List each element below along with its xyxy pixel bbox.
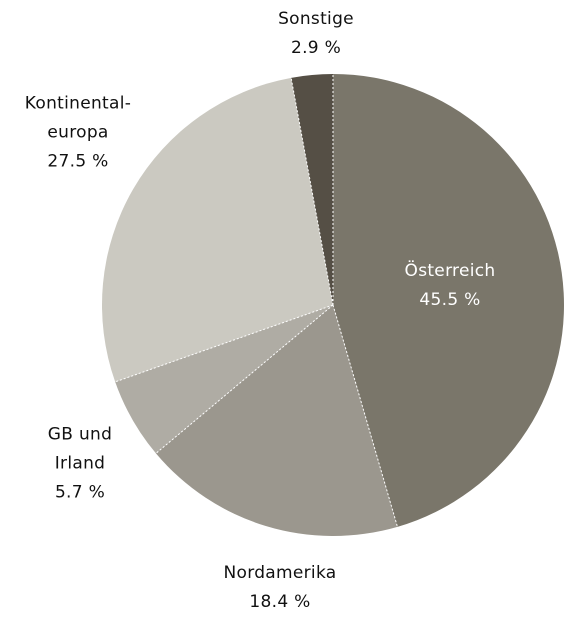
- pie-slice: [102, 77, 333, 382]
- category-label: Österreich: [404, 261, 496, 281]
- slice-label: Österreich 45.5 %: [405, 257, 496, 315]
- slice-separator: [115, 304, 334, 383]
- pie-slice: [115, 305, 333, 454]
- slice-label: Kontinental- europa 27.5 %: [25, 90, 131, 177]
- category-label: GB und Irland: [47, 424, 113, 474]
- value-label: 27.5 %: [47, 151, 109, 172]
- value-label: 2.9 %: [290, 38, 342, 58]
- category-label: Nordamerika: [223, 563, 337, 583]
- value-label: 18.4 %: [249, 592, 311, 612]
- category-label: Kontinental- europa: [24, 93, 132, 143]
- slice-label: Sonstige 2.9 %: [278, 5, 354, 63]
- slice-separator: [290, 77, 334, 306]
- pie-slice: [155, 305, 398, 536]
- value-label: 45.5 %: [419, 290, 481, 310]
- slice-label: GB und Irland 5.7 %: [48, 421, 112, 508]
- slice-separator: [332, 304, 398, 527]
- pie-slice: [333, 74, 564, 527]
- slice-label: Nordamerika 18.4 %: [223, 559, 336, 617]
- category-label: Sonstige: [278, 9, 354, 29]
- value-label: 5.7 %: [54, 482, 106, 503]
- slice-separator: [155, 304, 334, 454]
